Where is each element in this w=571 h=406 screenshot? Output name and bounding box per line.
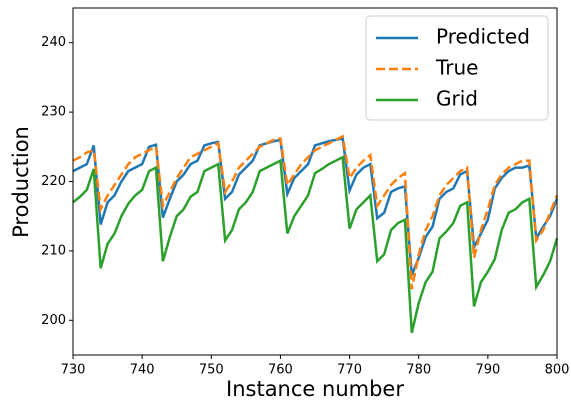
y-tick-label: 220 [41, 174, 66, 189]
x-tick-label: 760 [268, 363, 293, 378]
x-tick-label: 780 [406, 363, 431, 378]
series-line [72, 134, 559, 290]
series-line [72, 136, 559, 276]
x-tick-label: 750 [199, 363, 224, 378]
series-line [72, 155, 559, 334]
x-tick-label: 740 [130, 363, 155, 378]
x-tick-label: 770 [337, 363, 362, 378]
y-tick-label: 210 [41, 243, 66, 258]
plot-frame [72, 7, 558, 356]
x-tick-label: 730 [61, 363, 86, 378]
legend-label: True [435, 56, 478, 80]
x-tick-label: 800 [545, 363, 570, 378]
x-tick-label: 790 [475, 363, 500, 378]
x-axis-label: Instance number [226, 377, 404, 401]
y-axis-label: Production [9, 126, 33, 238]
y-tick-label: 240 [41, 35, 66, 50]
legend-label: Predicted [436, 25, 530, 49]
y-tick-label: 230 [41, 105, 66, 120]
y-tick-label: 200 [41, 313, 66, 328]
legend-box [365, 15, 549, 121]
legend-label: Grid [436, 87, 478, 111]
